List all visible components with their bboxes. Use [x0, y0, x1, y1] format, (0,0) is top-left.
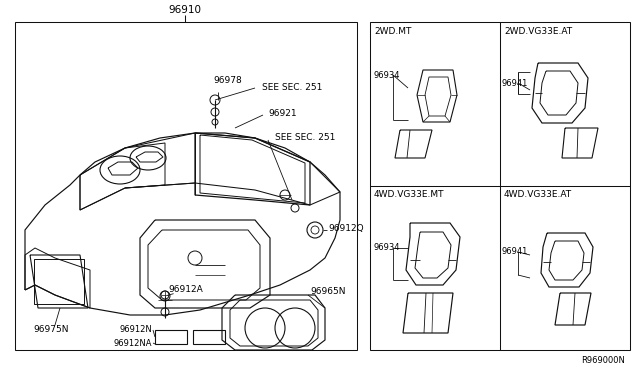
Bar	[15, 22, 357, 350]
Text: 96912Q: 96912Q	[328, 224, 364, 232]
Text: 96910: 96910	[168, 5, 202, 15]
Text: 4WD.VG33E.AT: 4WD.VG33E.AT	[504, 190, 572, 199]
Text: SEE SEC. 251: SEE SEC. 251	[262, 83, 323, 93]
Text: 96912NA: 96912NA	[113, 339, 152, 347]
Bar	[155, 330, 187, 344]
Text: 96941: 96941	[502, 247, 529, 257]
Text: 96975N: 96975N	[33, 325, 68, 334]
Text: 96965N: 96965N	[310, 288, 346, 296]
Text: 2WD.MT: 2WD.MT	[374, 27, 412, 36]
Text: 4WD.VG33E.MT: 4WD.VG33E.MT	[374, 190, 445, 199]
Text: 96978: 96978	[213, 76, 242, 85]
Text: 96912A: 96912A	[168, 285, 203, 295]
Text: 96941: 96941	[502, 78, 529, 87]
Text: 96934: 96934	[374, 244, 401, 253]
Text: R969000N: R969000N	[581, 356, 625, 365]
Text: SEE SEC. 251: SEE SEC. 251	[275, 134, 335, 142]
Text: 96912N: 96912N	[119, 326, 152, 334]
Bar	[34, 259, 84, 304]
Bar	[370, 22, 630, 350]
Text: 96921: 96921	[268, 109, 296, 118]
Bar	[193, 330, 225, 344]
Text: 2WD.VG33E.AT: 2WD.VG33E.AT	[504, 27, 572, 36]
Text: 96934: 96934	[374, 71, 401, 80]
